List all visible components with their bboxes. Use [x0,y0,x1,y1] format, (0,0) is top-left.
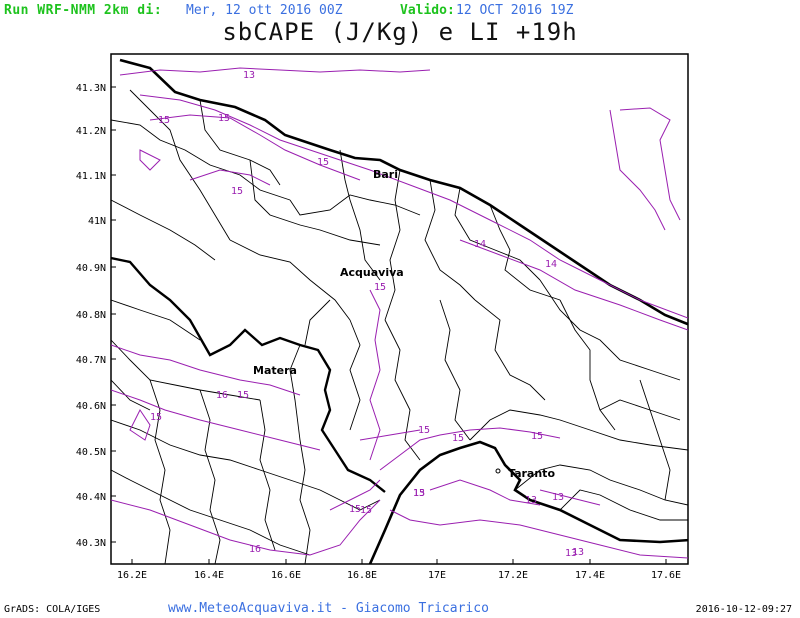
contour-label: 15 [317,157,329,168]
contour-label: 15 [237,390,249,401]
contour-label: 13 [525,495,537,506]
credits-website-link[interactable]: www.MeteoAcquaviva.it - Giacomo Tricaric… [168,601,489,616]
contour-label: 15 [418,425,430,436]
lat-tick-label: 41N [88,216,106,227]
contour-label: 15 [374,282,386,293]
city-label-matera: Matera [253,364,297,377]
contour-label: 14 [545,259,557,270]
contour-label: 13 [572,547,584,558]
run-label: Run WRF-NMM 2km di: [4,3,163,18]
latitude-ticks: 41.3N 41.2N 41.1N 41N 40.9N 40.8N 40.7N 40.6N 40… [76,83,116,549]
contour-label: 16 [249,544,261,555]
contour-label: 13 [565,548,577,559]
run-date: Mer, 12 ott 2016 00Z [186,3,343,18]
contour-label: 13 [552,492,564,503]
contour-label: 13 [243,70,255,81]
city-label-bari: Bari [373,168,398,181]
contour-label: 15 [218,113,230,124]
lon-tick-label: 16.2E [117,570,147,581]
lat-tick-label: 41.3N [76,83,106,94]
lon-tick-label: 17E [428,570,446,581]
lat-tick-label: 40.6N [76,401,106,412]
coastline-adriatic [119,58,688,326]
lon-tick-label: 16.8E [347,570,377,581]
lon-tick-label: 16.6E [271,570,301,581]
lat-tick-label: 40.9N [76,263,106,274]
lat-tick-label: 41.1N [76,171,106,182]
city-label-taranto: Taranto [508,467,555,480]
contour-label: 15 [231,186,243,197]
valid-label: Valido: [400,3,455,18]
lat-tick-label: 41.2N [76,126,106,137]
region-border [111,256,386,493]
contour-label: 13 [413,488,425,499]
lat-tick-label: 40.8N [76,310,106,321]
lat-tick-label: 40.5N [76,447,106,458]
map-frame [110,53,689,565]
city-markers: Bari Acquaviva Matera Taranto [253,168,555,480]
credits-grads: GrADS: COLA/IGES [4,604,101,615]
contour-label: 15 [360,505,372,516]
cape-contours [111,67,688,559]
lat-tick-label: 40.3N [76,538,106,549]
contour-label: 15 [150,412,162,423]
valid-date: 12 OCT 2016 19Z [456,3,574,18]
lon-tick-label: 16.4E [194,570,224,581]
lon-tick-label: 17.2E [498,570,528,581]
taranto-marker [495,468,501,474]
lon-tick-label: 17.4E [575,570,605,581]
municipal-borders [111,89,688,564]
lat-tick-label: 40.4N [76,492,106,503]
contour-label: 15 [349,504,361,515]
coastline-ionian [368,440,688,564]
lat-tick-label: 40.7N [76,355,106,366]
timestamp: 2016-10-12-09:27 [695,604,792,615]
map-title: sbCAPE (J/Kg) e LI +19h [222,18,578,46]
city-label-acquaviva: Acquaviva [340,266,404,279]
longitude-ticks: 16.2E 16.4E 16.6E 16.8E 17E 17.2E 17.4E 17.6E [117,559,681,581]
contour-label: 15 [413,488,425,499]
contour-label: 14 [474,239,486,250]
contour-label: 15 [452,433,464,444]
contour-label: 16 [216,390,228,401]
contour-label: 15 [531,431,543,442]
contour-label: 15 [158,115,170,126]
lon-tick-label: 17.6E [651,570,681,581]
